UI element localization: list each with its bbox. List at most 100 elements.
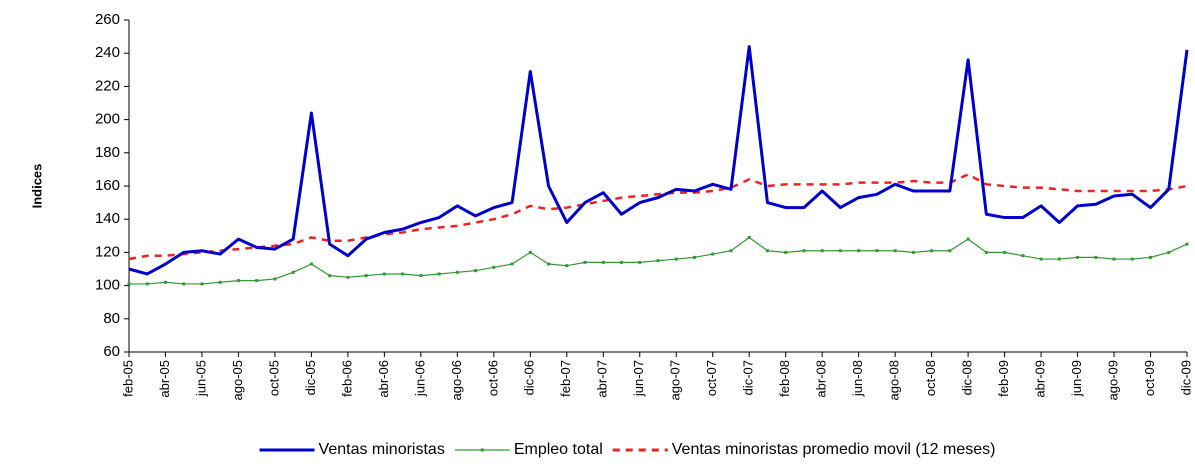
point [182,282,186,286]
x-tick-label: oct-06 [485,360,500,396]
y-tick-label: 100 [95,277,120,294]
point [930,249,934,253]
x-tick-label: ago-07 [668,360,683,400]
y-tick-label: 60 [103,343,120,360]
point [1149,255,1153,259]
point [291,270,295,274]
point [364,274,368,278]
point [711,252,715,256]
point [966,237,970,241]
point [528,250,532,254]
legend-marker [480,448,484,452]
point [1003,250,1007,254]
x-tick-label: oct-08 [923,360,938,396]
point [838,249,842,253]
y-tick-label: 140 [95,210,120,227]
x-tick-label: abr-06 [376,360,391,398]
series-line [128,173,1188,261]
y-tick-label: 200 [95,111,120,128]
point [1112,257,1116,261]
x-tick-label: oct-07 [704,360,719,396]
x-tick-label: feb-05 [120,360,135,397]
x-tick-label: oct-05 [266,360,281,396]
point [200,282,204,286]
y-tick-label: 80 [103,310,120,327]
point [510,262,514,266]
y-axis-label: Indices [29,164,44,209]
x-tick-label: abr-08 [814,360,829,398]
legend-label: Ventas minoristas [319,441,445,458]
point [692,255,696,259]
point [620,260,624,264]
point [638,260,642,264]
point [802,249,806,253]
y-tick-label: 180 [95,144,120,161]
series-line [128,45,1189,276]
point [547,262,551,266]
point [328,274,332,278]
x-tick-label: feb-07 [558,360,573,397]
point [309,262,313,266]
y-tick-label: 260 [95,11,120,28]
point [474,269,478,273]
x-tick-label: jun-06 [412,360,427,397]
point [857,249,861,253]
point [127,282,131,286]
legend-label: Ventas minoristas promedio movil (12 mes… [672,441,996,458]
point [765,249,769,253]
point [1185,242,1189,246]
point [1167,250,1171,254]
x-tick-label: ago-08 [887,360,902,400]
point [401,272,405,276]
point [601,260,605,264]
x-tick-label: ago-05 [230,360,245,400]
point [893,249,897,253]
point [1021,254,1025,258]
point [820,249,824,253]
point [1094,255,1098,259]
point [784,250,788,254]
point [984,250,988,254]
point [656,259,660,263]
point [346,275,350,279]
point [437,272,441,276]
point [419,274,423,278]
x-tick-label: dic-06 [522,360,537,395]
point [1039,257,1043,261]
point [273,277,277,281]
point [1076,255,1080,259]
x-tick-label: jun-08 [850,360,865,397]
x-tick-label: dic-05 [303,360,318,395]
point [1130,257,1134,261]
point [236,279,240,283]
point [875,249,879,253]
point [382,272,386,276]
x-tick-label: jun-07 [631,360,646,397]
x-tick-label: dic-08 [960,360,975,395]
point [911,250,915,254]
x-tick-label: dic-07 [741,360,756,395]
x-tick-label: feb-09 [996,360,1011,397]
point [583,260,587,264]
y-tick-label: 240 [95,44,120,61]
point [565,264,569,268]
point [163,280,167,284]
x-tick-label: ago-09 [1105,360,1120,400]
x-tick-label: feb-08 [777,360,792,397]
point [747,235,751,239]
x-tick-label: dic-09 [1178,360,1193,395]
x-tick-label: jun-05 [193,360,208,397]
legend-label: Empleo total [514,441,603,458]
point [729,249,733,253]
point [948,249,952,253]
point [492,265,496,269]
point [455,270,459,274]
point [255,279,259,283]
y-tick-label: 120 [95,243,120,260]
x-tick-label: abr-05 [157,360,172,398]
point [218,280,222,284]
point [1057,257,1061,261]
x-tick-label: oct-09 [1142,360,1157,396]
